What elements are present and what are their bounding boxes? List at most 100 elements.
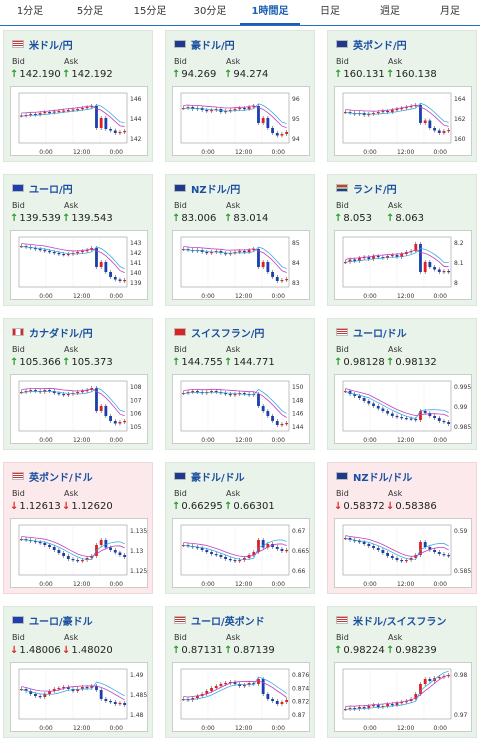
pair-name[interactable]: カナダドル/円 <box>29 328 93 340</box>
pair-name[interactable]: 豪ドル/円 <box>191 40 235 52</box>
candle <box>90 556 94 558</box>
candle <box>400 254 404 257</box>
candle <box>271 272 274 277</box>
candle <box>280 702 284 704</box>
currency-card[interactable]: スイスフラン/円 Bid Ask ↑144.755 ↑144.771 150 14… <box>165 318 315 450</box>
candlestick-chart[interactable]: 150 148 146 144 0:00 12:00 0:00 <box>172 374 310 444</box>
candlestick-chart[interactable]: 96 95 94 0:00 12:00 0:00 <box>172 86 310 156</box>
candle <box>219 684 223 686</box>
pair-name[interactable]: NZドル/円 <box>191 184 241 196</box>
candle <box>447 422 451 424</box>
candle <box>200 548 204 550</box>
candle <box>386 111 390 113</box>
candle <box>437 418 441 421</box>
candle <box>95 388 98 411</box>
candle <box>433 267 436 270</box>
currency-card[interactable]: ランド/円 Bid Ask ↑8.053 ↑8.063 8.2 8.1 8 0:00 1… <box>327 174 477 306</box>
x-tick-label: 0:00 <box>433 293 447 300</box>
candle <box>348 112 352 114</box>
currency-card[interactable]: カナダドル/円 Bid Ask ↑105.366 ↑105.373 108 107… <box>3 318 153 450</box>
y-tick-label: 0.872 <box>292 699 309 706</box>
ask-value: ↑139.543 <box>62 213 113 224</box>
pair-name[interactable]: スイスフラン/円 <box>191 328 265 340</box>
moving-average-line-2 <box>345 248 449 263</box>
pair-name[interactable]: 豪ドル/ドル <box>191 472 245 484</box>
candlestick-chart[interactable]: 1.49 1.485 1.48 0:00 12:00 0:00 <box>10 662 148 732</box>
currency-card[interactable]: 豪ドル/円 Bid Ask ↑94.269 ↑94.274 96 95 94 0:00… <box>165 30 315 162</box>
currency-card[interactable]: NZドル/円 Bid Ask ↑83.006 ↑83.014 85 84 83 0:0… <box>165 174 315 306</box>
x-tick-label: 12:00 <box>73 149 90 156</box>
currency-card[interactable]: ユーロ/英ポンド Bid Ask ↑0.87131 ↑0.87139 0.876… <box>165 606 315 738</box>
tab-0[interactable]: 1分足 <box>16 6 44 17</box>
candle <box>34 541 37 543</box>
candle <box>252 683 256 685</box>
candlestick-chart[interactable]: 8.2 8.1 8 0:00 12:00 0:00 <box>334 230 472 300</box>
pair-name[interactable]: ユーロ/ドル <box>353 328 407 340</box>
candle <box>275 547 279 549</box>
currency-card[interactable]: ユーロ/豪ドル Bid Ask ↓1.48006 ↓1.48020 1.49 1.… <box>3 606 153 738</box>
candle <box>358 541 361 543</box>
currency-card[interactable]: 豪ドル/ドル Bid Ask ↑0.66295 ↑0.66301 0.67 0.6… <box>165 462 315 594</box>
candle <box>24 246 28 248</box>
candle <box>224 557 228 559</box>
pair-name[interactable]: 米ドル/円 <box>29 40 73 52</box>
tab-6[interactable]: 週足 <box>380 6 400 17</box>
candlestick-chart[interactable]: 0.995 0.99 0.985 0:00 12:00 0:00 <box>334 374 472 444</box>
candle <box>95 686 98 690</box>
candle <box>24 539 28 541</box>
candlestick-chart[interactable]: 108 107 106 105 0:00 12:00 0:00 <box>10 374 148 444</box>
pair-name[interactable]: ユーロ/豪ドル <box>29 616 93 628</box>
ask-value: ↑160.138 <box>386 69 437 80</box>
currency-card[interactable]: NZドル/ドル Bid Ask ↓0.58372 ↓0.58386 0.59 0.… <box>327 462 477 594</box>
pair-name[interactable]: 米ドル/スイスフラン <box>353 616 447 628</box>
tab-1[interactable]: 5分足 <box>76 6 104 17</box>
pair-name[interactable]: ランド/円 <box>353 184 397 196</box>
y-tick-label: 1.485 <box>130 692 147 699</box>
candle <box>43 112 47 114</box>
x-tick-label: 0:00 <box>363 581 377 588</box>
candle <box>62 553 66 556</box>
candle <box>123 421 127 423</box>
flag-icon <box>336 472 348 480</box>
pair-name[interactable]: ユーロ/英ポンド <box>191 616 265 628</box>
candlestick-chart[interactable]: 143 142 141 140 139 0:00 12:00 0:00 <box>10 230 148 300</box>
tab-2[interactable]: 15分足 <box>133 6 167 17</box>
candlestick-chart[interactable]: 146 144 142 0:00 12:00 0:00 <box>10 86 148 156</box>
candlestick-chart[interactable]: 85 84 83 0:00 12:00 0:00 <box>172 230 310 300</box>
candle <box>266 411 270 416</box>
y-tick-label: 139 <box>130 280 142 287</box>
x-tick-label: 12:00 <box>235 725 252 732</box>
candle <box>123 703 127 705</box>
candlestick-chart[interactable]: 0.876 0.874 0.872 0.87 0:00 12:00 0:00 <box>172 662 310 732</box>
candle <box>433 128 436 131</box>
ask-label: Ask <box>64 345 79 354</box>
candle <box>428 547 432 550</box>
pair-name[interactable]: 英ポンド/円 <box>353 40 407 52</box>
tab-5[interactable]: 日足 <box>320 6 340 17</box>
currency-card[interactable]: 英ポンド/円 Bid Ask ↑160.131 ↑160.138 164 162 1… <box>327 30 477 162</box>
pair-name[interactable]: NZドル/ドル <box>353 472 413 484</box>
candlestick-chart[interactable]: 0.98 0.97 0:00 12:00 0:00 <box>334 662 472 732</box>
candle <box>423 411 427 413</box>
timeframe-tabs: 1分足 5分足 15分足 30分足 1時間足 日足 週足 月足 <box>0 0 480 26</box>
candlestick-chart[interactable]: 164 162 160 0:00 12:00 0:00 <box>334 86 472 156</box>
candle <box>372 403 375 406</box>
bid-value: ↑142.190 <box>10 69 61 80</box>
currency-card[interactable]: 米ドル/円 Bid Ask ↑142.190 ↑142.192 146 144 14… <box>3 30 153 162</box>
tab-7[interactable]: 月足 <box>440 6 460 17</box>
currency-card[interactable]: ユーロ/円 Bid Ask ↑139.539 ↑139.543 143 142 14… <box>3 174 153 306</box>
tab-3[interactable]: 30分足 <box>193 6 227 17</box>
currency-card[interactable]: 米ドル/スイスフラン Bid Ask ↑0.98224 ↑0.98239 0.9… <box>327 606 477 738</box>
candlestick-chart[interactable]: 0.67 0.665 0.66 0:00 12:00 0:00 <box>172 518 310 588</box>
candle <box>390 255 394 257</box>
tab-4[interactable]: 1時間足 <box>240 0 300 25</box>
candle <box>196 391 199 393</box>
candlestick-chart[interactable]: 1.135 1.13 1.125 0:00 12:00 0:00 <box>10 518 148 588</box>
currency-card[interactable]: 英ポンド/ドル Bid Ask ↓1.12613 ↓1.12620 1.135 1… <box>3 462 153 594</box>
pair-name[interactable]: 英ポンド/ドル <box>29 472 93 484</box>
candle <box>419 542 422 555</box>
pair-name[interactable]: ユーロ/円 <box>29 184 73 196</box>
candle <box>419 244 422 272</box>
currency-card[interactable]: ユーロ/ドル Bid Ask ↑0.98128 ↑0.98132 0.995 0.… <box>327 318 477 450</box>
candlestick-chart[interactable]: 0.59 0.585 0:00 12:00 0:00 <box>334 518 472 588</box>
